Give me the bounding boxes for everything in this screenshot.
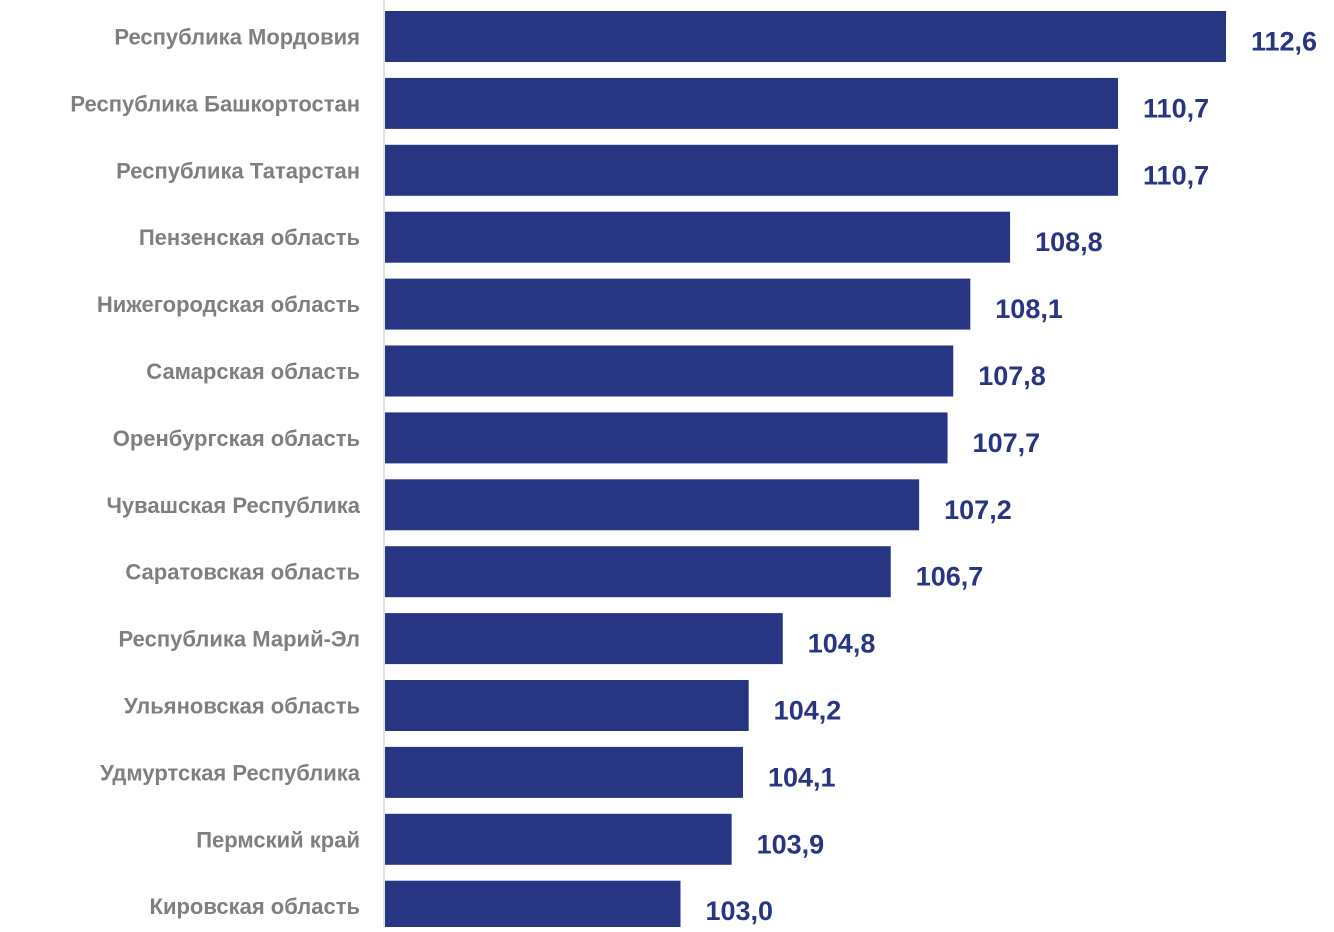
- category-label: Самарская область: [146, 359, 360, 384]
- category-label: Чувашская Республика: [106, 493, 360, 518]
- category-label: Республика Башкортостан: [70, 91, 360, 116]
- category-label: Республика Татарстан: [116, 158, 360, 183]
- bar: [385, 813, 732, 865]
- category-label: Пермский край: [196, 827, 360, 852]
- value-label: 104,2: [774, 696, 842, 726]
- bar: [385, 746, 743, 798]
- bar: [385, 546, 891, 598]
- value-label: 112,6: [1251, 27, 1317, 57]
- category-label: Удмуртская Республика: [100, 760, 361, 785]
- bar: [385, 613, 783, 665]
- value-label: 103,0: [705, 896, 773, 926]
- value-label: 108,1: [995, 294, 1063, 324]
- bar: [385, 77, 1119, 129]
- category-label: Республика Марий-Эл: [119, 627, 360, 652]
- value-label: 103,9: [757, 829, 825, 859]
- bar: [385, 11, 1226, 62]
- value-label: 107,7: [973, 428, 1041, 458]
- value-label: 110,7: [1143, 160, 1209, 190]
- value-label: 108,8: [1035, 227, 1103, 257]
- value-label: 110,7: [1143, 93, 1209, 123]
- value-label: 104,8: [808, 629, 876, 659]
- category-label: Саратовская область: [125, 560, 360, 585]
- value-label: 107,8: [978, 361, 1046, 391]
- bar: [385, 680, 749, 731]
- bar: [385, 144, 1119, 196]
- value-label: 104,1: [768, 762, 836, 792]
- category-label: Нижегородская область: [97, 292, 360, 317]
- bar: [385, 479, 920, 531]
- bar: [385, 278, 971, 330]
- category-label: Ульяновская область: [124, 694, 360, 719]
- category-label: Кировская область: [150, 894, 360, 919]
- bar: [385, 211, 1011, 263]
- bar: [385, 345, 954, 397]
- value-label: 107,2: [944, 495, 1012, 525]
- value-labels-group: 112,6 110,7 110,7 108,8 108,1 107,8 107,7 107,2…: [705, 27, 1317, 927]
- category-label: Оренбургская область: [113, 426, 360, 451]
- bar: [385, 880, 681, 932]
- category-labels-group: Республика Мордовия Республика Башкортост…: [70, 25, 360, 920]
- category-label: Пензенская область: [139, 225, 360, 250]
- category-label: Республика Мордовия: [114, 25, 360, 50]
- bars-group: [385, 11, 1226, 932]
- value-label: 106,7: [916, 562, 984, 592]
- bar: [385, 412, 948, 464]
